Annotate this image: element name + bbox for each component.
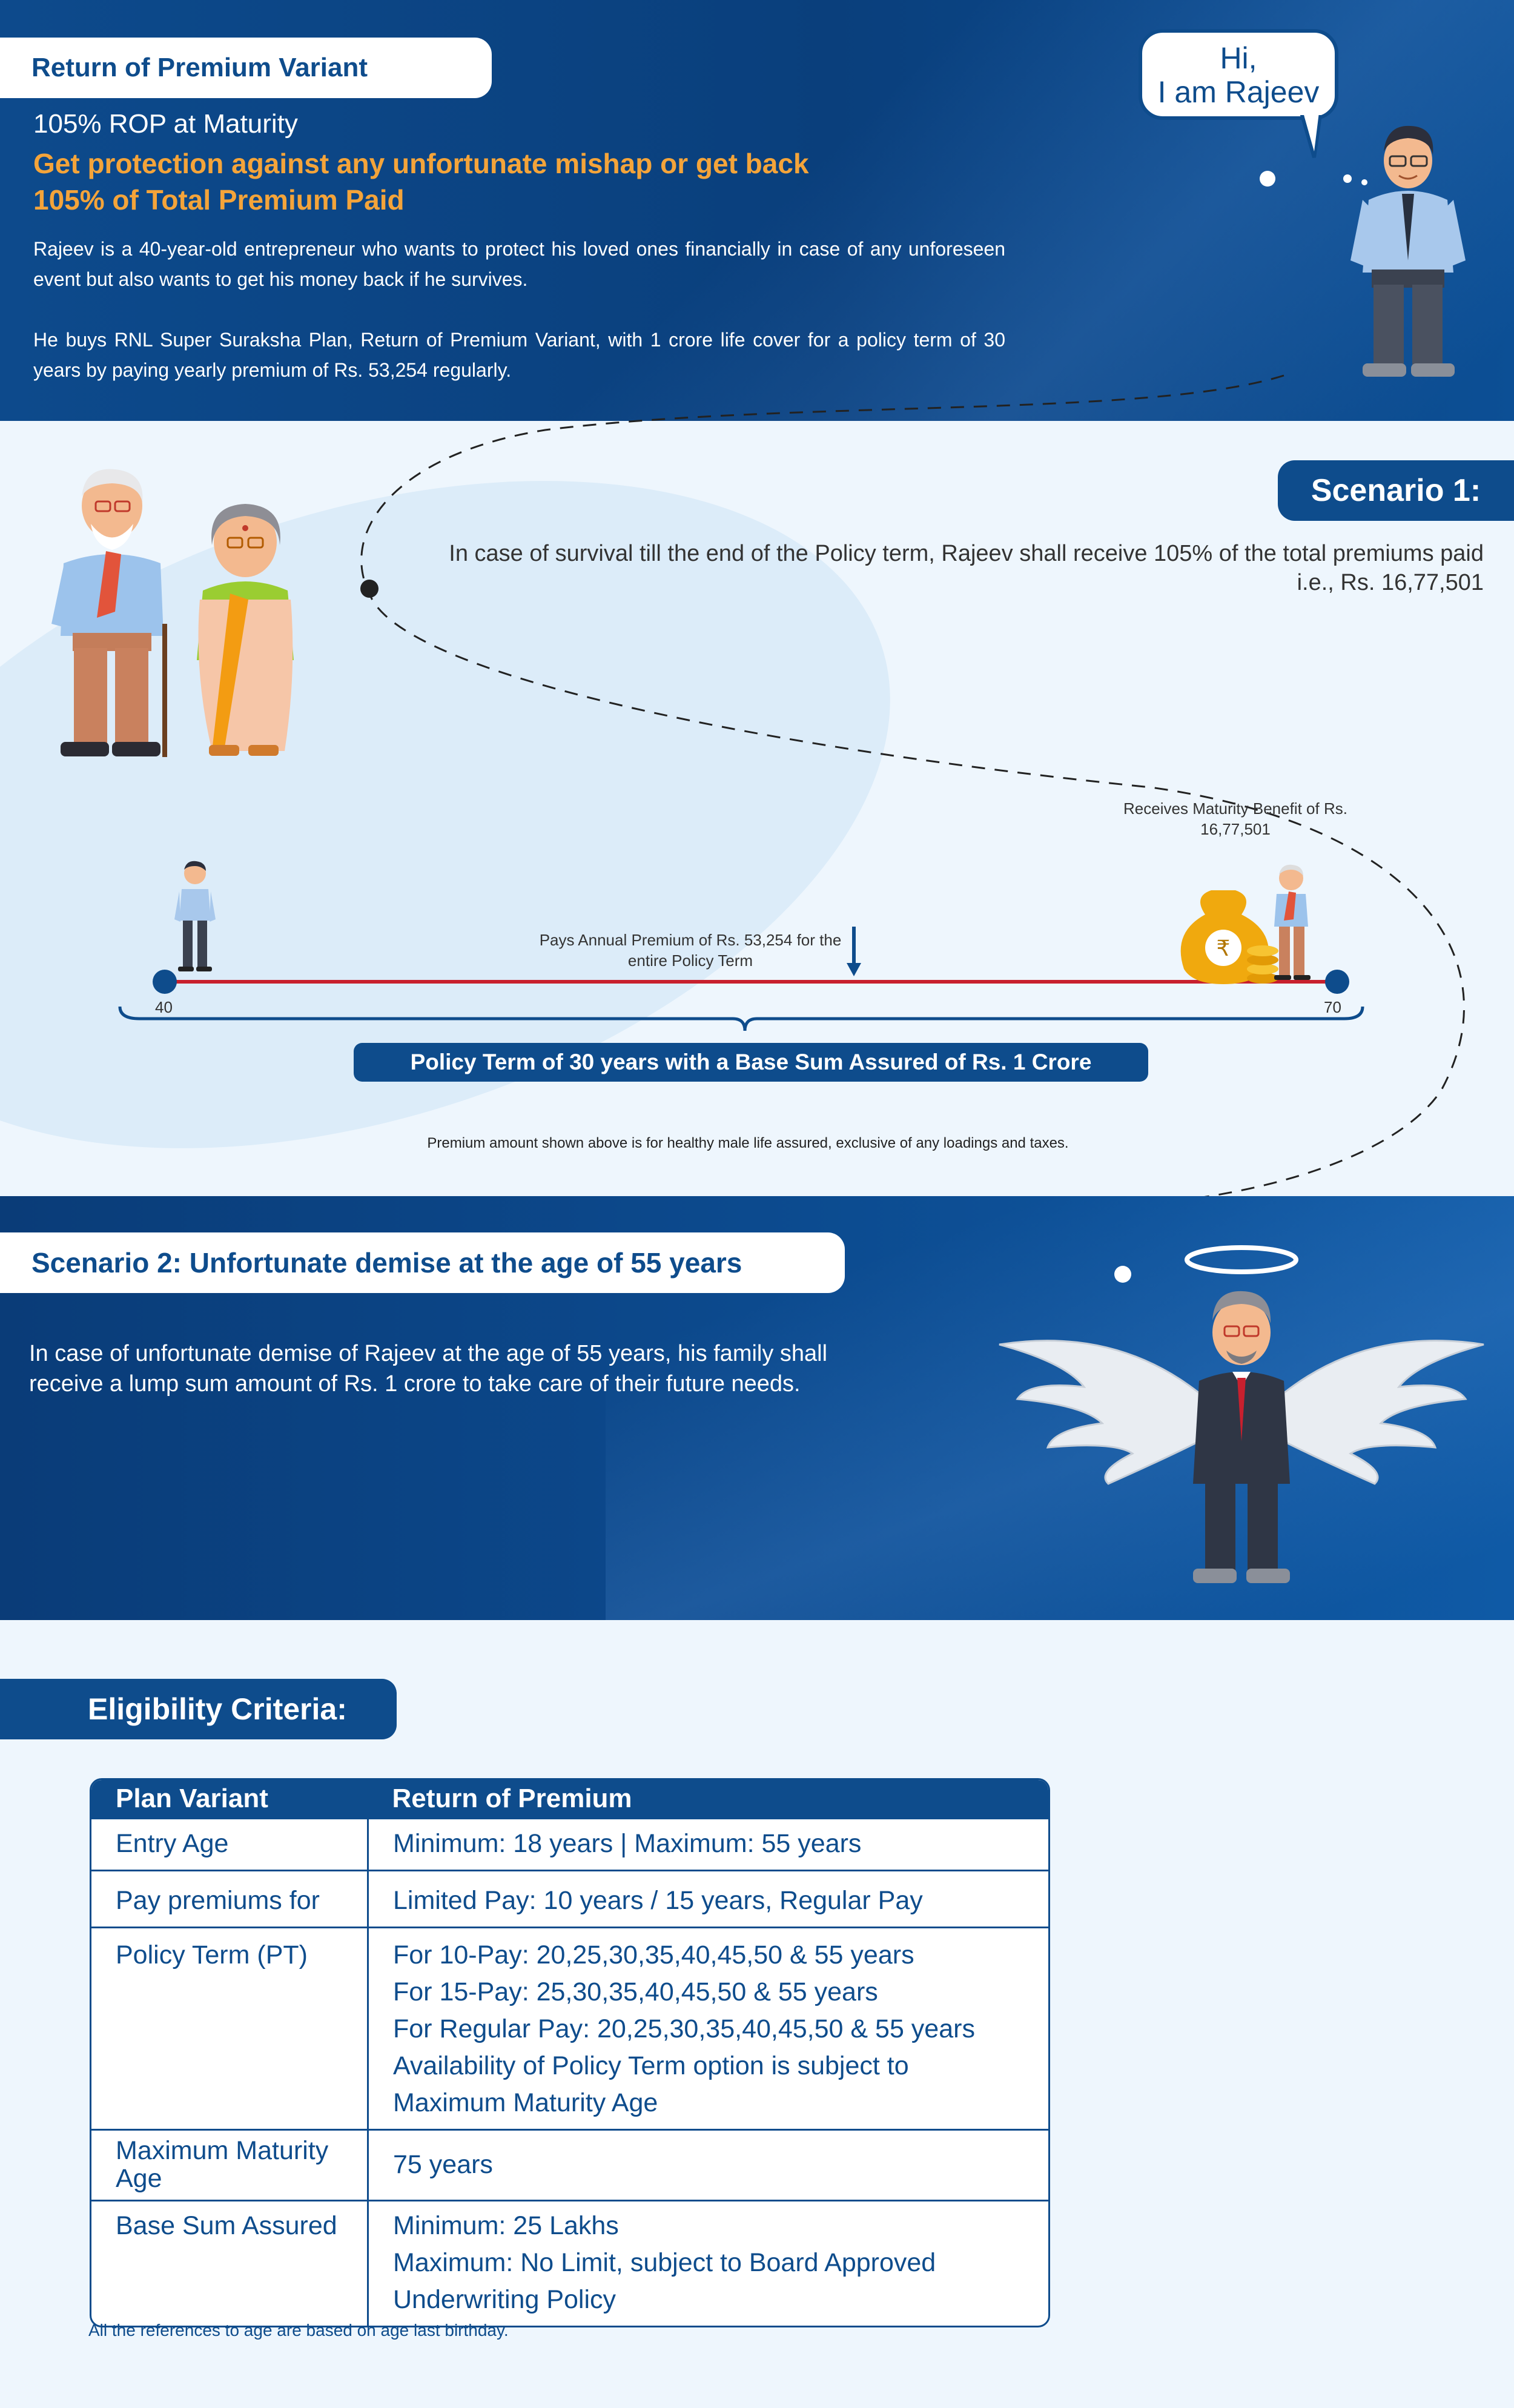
- angel-figure: [999, 1245, 1484, 1583]
- eligibility-title: Eligibility Criteria:: [0, 1679, 397, 1739]
- row-value: 75 years: [368, 2129, 1048, 2201]
- coins-icon: [1247, 945, 1278, 984]
- speech-line-2: I am Rajeev: [1157, 75, 1320, 109]
- timeline-end-age: 70: [1324, 998, 1341, 1016]
- table-row: Pay premiums for Limited Pay: 10 years /…: [91, 1870, 1048, 1928]
- speech-line-1: Hi,: [1220, 41, 1257, 75]
- thought-dot: [1260, 171, 1275, 187]
- row-label: Policy Term (PT): [91, 1927, 369, 2130]
- elderly-couple-figure: [51, 469, 294, 757]
- row-label: Entry Age: [91, 1818, 369, 1871]
- scenario-2-text: In case of unfortunate demise of Rajeev …: [29, 1341, 828, 1397]
- row-label: Maximum Maturity Age: [91, 2129, 369, 2201]
- young-rajeev-mini-figure: [174, 861, 216, 971]
- svg-text:₹: ₹: [1217, 936, 1231, 961]
- table-header-row: Plan Variant Return of Premium: [91, 1780, 1048, 1819]
- thought-dot: [1343, 174, 1352, 183]
- row-value: For 10-Pay: 20,25,30,35,40,45,50 & 55 ye…: [368, 1927, 1048, 2130]
- rupee-bag-icon: ₹: [1180, 890, 1269, 984]
- table-header: Plan Variant: [91, 1780, 368, 1819]
- speech-bubble: Hi, I am Rajeev: [1139, 29, 1338, 120]
- page-title: Return of Premium Variant: [0, 38, 492, 98]
- row-value: Limited Pay: 10 years / 15 years, Regula…: [368, 1870, 1048, 1928]
- premium-disclaimer: Premium amount shown above is for health…: [427, 1135, 1069, 1151]
- down-arrow-icon: [847, 927, 861, 976]
- scenario-1-label: Scenario 1:: [1278, 460, 1514, 521]
- old-rajeev-mini-figure: [1274, 864, 1311, 980]
- intro-paragraph-1: Rajeev is a 40-year-old entrepreneur who…: [33, 238, 1005, 290]
- row-value: Minimum: 18 years | Maximum: 55 years: [368, 1818, 1048, 1871]
- scenario-1-text: In case of survival till the end of the …: [449, 541, 1484, 595]
- policy-term-banner: Policy Term of 30 years with a Base Sum …: [354, 1043, 1148, 1082]
- policy-timeline: ₹: [118, 861, 1364, 1031]
- table-row: Policy Term (PT) For 10-Pay: 20,25,30,35…: [91, 1927, 1048, 2130]
- age-footnote: All the references to age are based on a…: [88, 2321, 509, 2340]
- table-header: Return of Premium: [368, 1780, 1048, 1819]
- wings-icon: [999, 1340, 1484, 1485]
- timeline-start-age: 40: [155, 998, 173, 1016]
- dashed-connector: [360, 374, 1465, 1206]
- rop-subtitle: 105% ROP at Maturity: [33, 109, 298, 139]
- table-row: Base Sum Assured Minimum: 25 Lakhs Maxim…: [91, 2200, 1048, 2326]
- table-row: Entry Age Minimum: 18 years | Maximum: 5…: [91, 1818, 1048, 1871]
- thought-dot: [1114, 1266, 1131, 1283]
- row-label: Pay premiums for: [91, 1870, 369, 1928]
- halo-icon: [1185, 1245, 1298, 1274]
- table-row: Maximum Maturity Age 75 years: [91, 2129, 1048, 2201]
- row-label: Base Sum Assured: [91, 2200, 369, 2326]
- annual-premium-label: Pays Annual Premium of Rs. 53,254 for th…: [539, 931, 842, 970]
- headline: Get protection against any unfortunate m…: [33, 148, 809, 216]
- eligibility-table: Plan Variant Return of Premium Entry Age…: [90, 1778, 1050, 2327]
- intro-paragraph-2: He buys RNL Super Suraksha Plan, Return …: [33, 329, 1005, 381]
- thought-dot: [1361, 179, 1367, 185]
- rajeev-figure: [1350, 125, 1466, 377]
- bubble-tail: [1300, 115, 1323, 158]
- maturity-benefit-label: Receives Maturity Benefit of Rs. 16,77,5…: [1123, 799, 1347, 838]
- row-value: Minimum: 25 Lakhs Maximum: No Limit, sub…: [368, 2200, 1048, 2326]
- scenario-2-label: Scenario 2: Unfortunate demise at the ag…: [0, 1232, 845, 1293]
